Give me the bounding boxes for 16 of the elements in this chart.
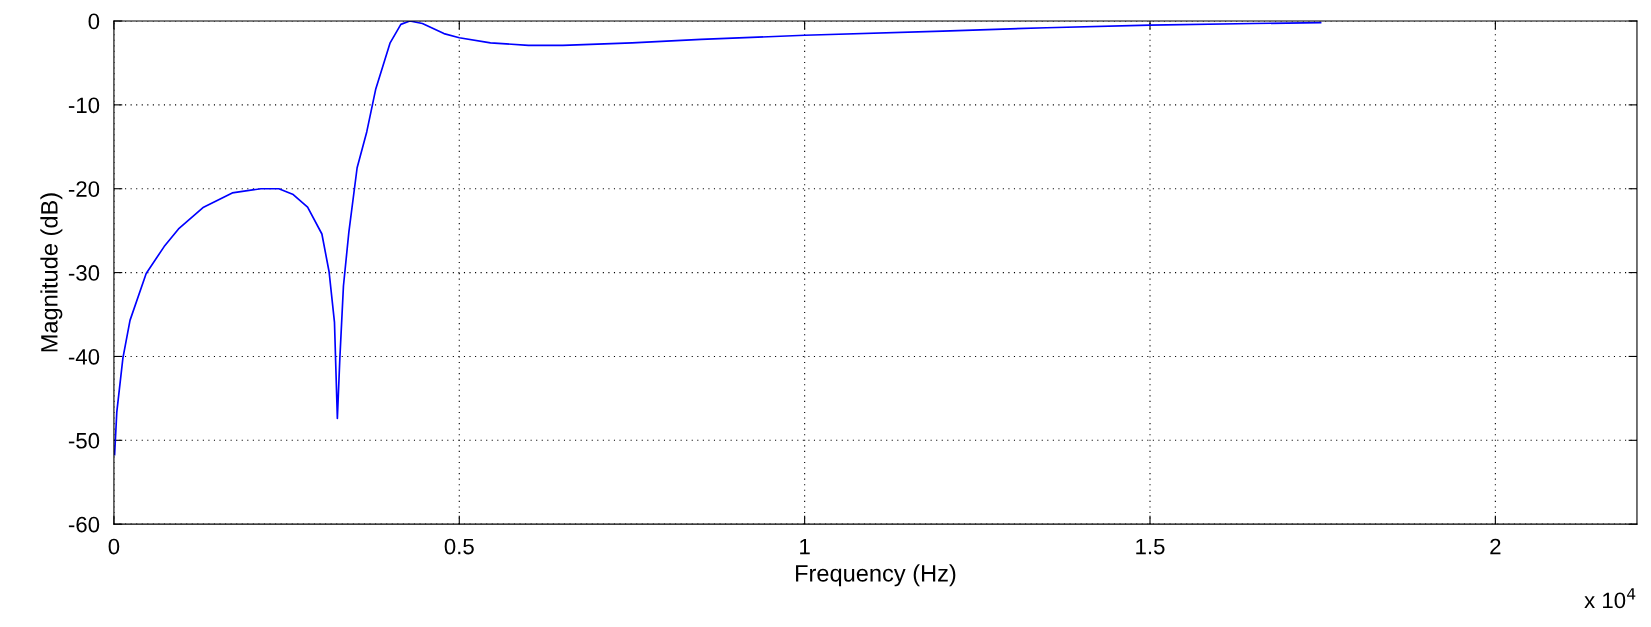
- x-axis-title: Frequency (Hz): [796, 564, 956, 587]
- y-axis-title: Magnitude (dB): [40, 193, 63, 352]
- y-tick-label: 0: [88, 13, 100, 30]
- x-tick-label: 2: [1490, 538, 1501, 555]
- y-tick-label: -10: [68, 97, 100, 114]
- line-series: [113, 21, 1322, 456]
- x-tick-label: 0: [108, 538, 120, 555]
- y-tick-label: -20: [68, 181, 100, 197]
- x-tick-label: 0.5: [444, 538, 474, 555]
- text: x 10$^{4}$: [1584, 588, 1636, 609]
- x-tick-label: 1.5: [1136, 538, 1165, 555]
- y-tick-label: -30: [68, 265, 100, 281]
- y-tick-label: -40: [68, 348, 100, 365]
- x-tick-label: 1: [800, 538, 810, 555]
- y-tick-label: -60: [68, 516, 100, 533]
- y-tick-label: -50: [68, 432, 100, 449]
